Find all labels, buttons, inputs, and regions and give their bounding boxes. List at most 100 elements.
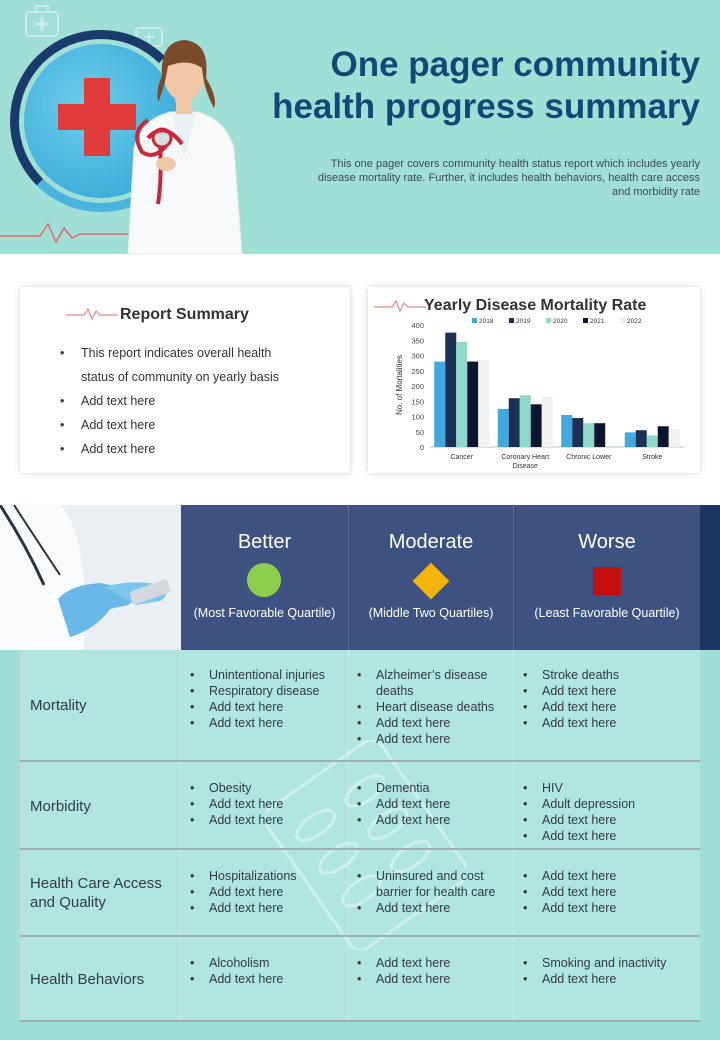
list-item: Add text here <box>523 683 693 699</box>
bar <box>594 423 606 447</box>
list-item: Add text here <box>523 868 693 884</box>
list-item: Add text here <box>523 900 693 916</box>
y-tick-label: 100 <box>411 413 424 422</box>
bar <box>519 395 531 447</box>
y-tick-label: 400 <box>411 321 424 330</box>
band-edge <box>700 505 720 650</box>
chart-y-axis-label: No. of Mortalities <box>395 355 404 415</box>
list-item: HIV <box>523 780 693 796</box>
quartile-heading: Better <box>237 531 292 553</box>
cell-mortality-worse: Stroke deaths Add text here Add text her… <box>523 667 693 731</box>
legend-label: 2018 <box>479 318 494 325</box>
cell-access-better: Hospitalizations Add text here Add text … <box>190 868 342 916</box>
list-item: Add text here <box>357 715 507 731</box>
y-tick-label: 50 <box>416 428 424 437</box>
bar <box>635 430 647 447</box>
green-circle-icon <box>247 563 281 597</box>
quartile-heading: Worse <box>578 531 636 553</box>
bar <box>445 332 457 447</box>
column-divider <box>513 650 514 1022</box>
bar <box>434 361 446 447</box>
row-divider <box>20 760 700 762</box>
red-square-icon <box>593 567 621 595</box>
x-tick-label: Stroke <box>642 454 662 461</box>
summary-item: status of community on yearly basis <box>81 370 279 384</box>
row-label-mortality: Mortality <box>30 697 87 714</box>
page-subtitle: This one pager covers community health s… <box>317 158 700 198</box>
report-summary-title: Report Summary <box>120 306 249 323</box>
quartile-better: Better (Most Favorable Quartile) <box>181 505 348 650</box>
bar <box>668 429 680 447</box>
header-banner: One pager community health progress summ… <box>0 0 720 254</box>
list-item: Add text here <box>357 731 507 747</box>
quartile-subtitle: (Middle Two Quartiles) <box>368 606 494 620</box>
row-label-health-care-access: Health Care Access and Quality <box>30 875 162 911</box>
cell-mortality-better: Unintentional injuries Respiratory disea… <box>190 667 342 731</box>
quartile-subtitle: (Least Favorable Quartile) <box>534 606 680 620</box>
list-item: Add text here <box>190 715 342 731</box>
row-label-morbidity: Morbidity <box>30 798 91 815</box>
row-divider <box>20 935 700 937</box>
list-item: Adult depression <box>523 796 693 812</box>
list-item: Dementia <box>357 780 507 796</box>
list-item: Add text here <box>357 971 507 987</box>
quartile-moderate: Moderate (Middle Two Quartiles) <box>349 505 513 650</box>
pill-pack-watermark-icon <box>266 740 466 950</box>
page-title: One pager community health progress summ… <box>230 44 700 128</box>
bar <box>646 435 658 447</box>
list-item: Add text here <box>357 812 507 828</box>
cell-morbidity-better: Obesity Add text here Add text here <box>190 780 342 828</box>
bar <box>497 408 509 447</box>
y-tick-label: 350 <box>411 336 424 345</box>
list-item: Add text here <box>523 884 693 900</box>
bar <box>572 418 584 447</box>
list-item: Obesity <box>190 780 342 796</box>
y-tick-label: 300 <box>411 352 424 361</box>
legend-swatch <box>619 317 626 324</box>
list-item: Stroke deaths <box>523 667 693 683</box>
column-divider <box>348 650 349 1022</box>
bar <box>478 360 490 447</box>
list-item: Smoking and inactivity <box>523 955 693 971</box>
medical-kit-icon <box>25 5 59 37</box>
bar <box>561 414 573 447</box>
row-divider <box>20 848 700 850</box>
summary-item: Add text here <box>60 437 320 461</box>
bar <box>456 341 468 447</box>
cell-behaviors-moderate: Add text here Add text here <box>357 955 507 987</box>
cell-morbidity-worse: HIV Adult depression Add text here Add t… <box>523 780 693 844</box>
bar <box>508 398 520 447</box>
summary-item: Add text here <box>60 413 320 437</box>
bar <box>530 404 542 447</box>
list-item: Alcoholism <box>190 955 342 971</box>
row-divider <box>20 1020 700 1022</box>
list-item: Uninsured and cost barrier for health ca… <box>357 868 507 900</box>
cell-access-worse: Add text here Add text here Add text her… <box>523 868 693 916</box>
y-tick-label: 150 <box>411 397 424 406</box>
band-divider <box>513 505 514 650</box>
legend-label: 2022 <box>627 318 642 325</box>
cell-access-moderate: Uninsured and cost barrier for health ca… <box>357 868 507 916</box>
list-item: Heart disease deaths <box>357 699 507 715</box>
y-tick-label: 250 <box>411 367 424 376</box>
page-title-line1: One pager community <box>330 45 700 84</box>
bar <box>657 426 669 447</box>
x-tick-label: Cancer <box>450 454 473 461</box>
quartile-worse: Worse (Least Favorable Quartile) <box>514 505 700 650</box>
mortality-chart-card: Yearly Disease Mortality Rate No. of Mor… <box>368 287 700 473</box>
report-summary-card: Report Summary This report indicates ove… <box>20 287 350 473</box>
quartile-heading: Moderate <box>388 531 474 553</box>
legend-label: 2019 <box>516 318 531 325</box>
y-tick-label: 0 <box>420 443 424 452</box>
list-item: Add text here <box>190 812 342 828</box>
list-item: Add text here <box>357 900 507 916</box>
list-item: Add text here <box>190 900 342 916</box>
quartile-subtitle: (Most Favorable Quartile) <box>193 606 336 620</box>
y-tick-label: 200 <box>411 382 424 391</box>
band-divider <box>348 505 349 650</box>
summary-item: This report indicates overall health <box>60 341 320 365</box>
bar <box>541 396 553 447</box>
x-tick-label: Chronic Lower <box>566 454 612 461</box>
list-item: Hospitalizations <box>190 868 342 884</box>
